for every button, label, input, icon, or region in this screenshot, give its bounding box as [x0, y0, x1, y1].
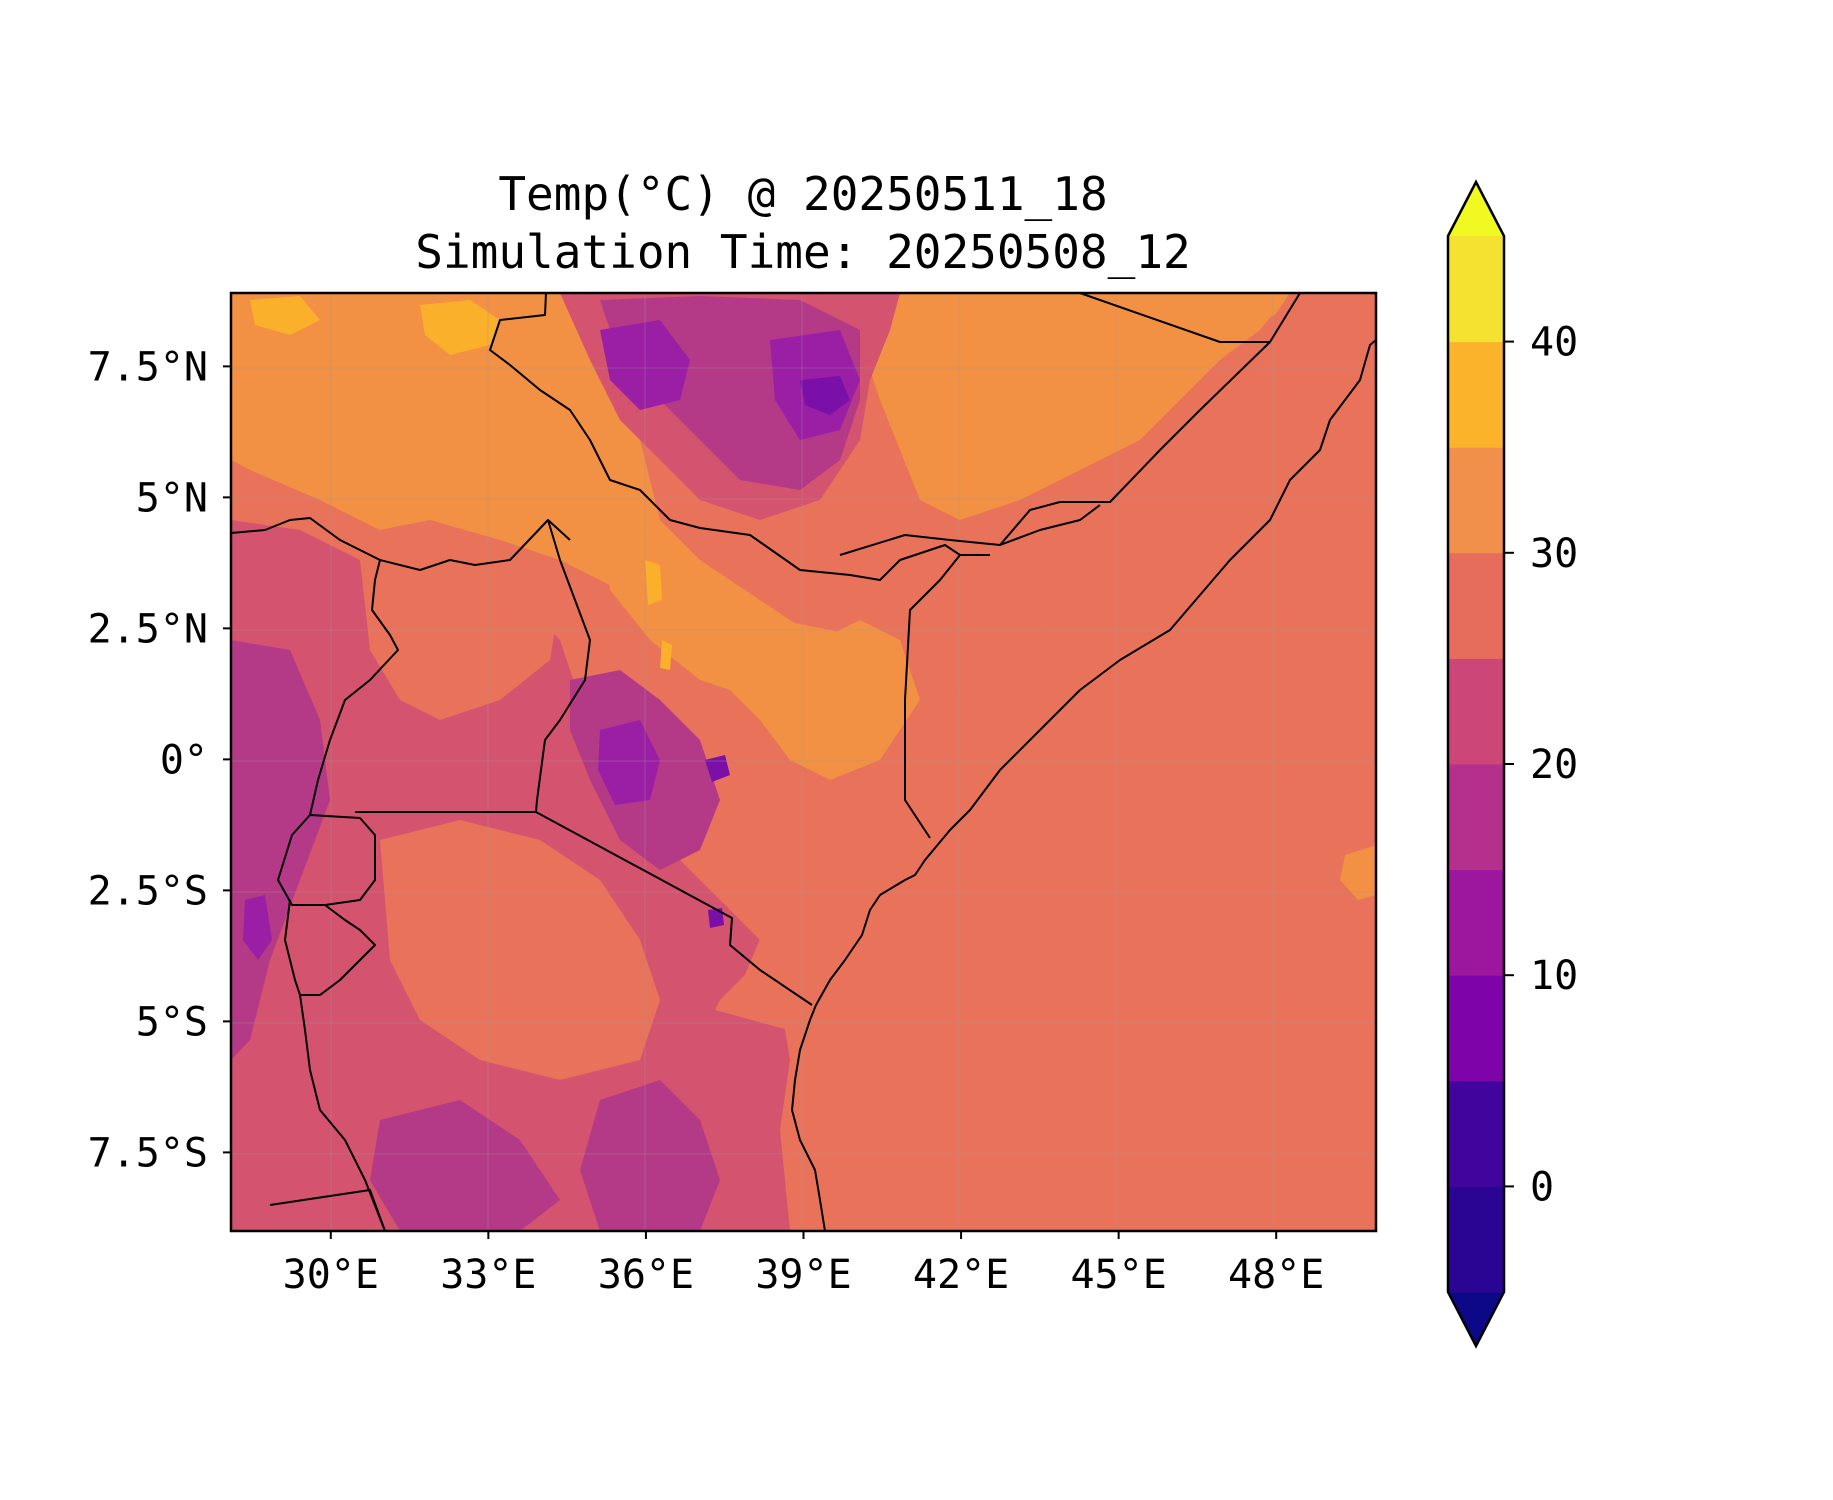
- y-tick-label: 2.5°S: [88, 868, 208, 914]
- colorbar-bin: [1448, 975, 1504, 1082]
- x-tick-label: 42°E: [913, 1252, 1009, 1298]
- contour-35-40-marsabit: [660, 640, 672, 670]
- contour-35-40-northwest: [250, 296, 320, 335]
- colorbar-tick-label: 40: [1530, 320, 1578, 366]
- colorbar-tick-label: 30: [1530, 531, 1578, 577]
- x-axis-longitude-ticks: 30°E 33°E 36°E 39°E 42°E 45°E 48°E: [283, 1231, 1324, 1298]
- x-tick-label: 45°E: [1070, 1252, 1166, 1298]
- gridlines: [231, 293, 1376, 1231]
- contour-30-35-kenya: [600, 520, 905, 760]
- colorbar-extend-min: [1448, 1292, 1504, 1346]
- contour-10-15-kenya: [598, 720, 660, 805]
- contour-35-40-sudan: [420, 300, 500, 355]
- colorbar-bin: [1448, 1080, 1504, 1187]
- border-burundi-tanzania: [300, 904, 376, 996]
- contour-10-15-ethiopia: [600, 320, 690, 410]
- colorbar-outline: [1446, 179, 1506, 1349]
- chart-title-line1: Temp(°C) @ 20250511_18: [498, 167, 1107, 221]
- contour-5-10-kenya: [705, 755, 730, 782]
- border-lake-tanganyika: [284, 899, 386, 1231]
- border-sudan-uganda-kenya: [231, 517, 571, 571]
- contour-30-35-somali: [860, 293, 1290, 520]
- x-tick-label: 36°E: [598, 1252, 694, 1298]
- y-axis-latitude-ticks: 7.5°N 5°N 2.5°N 0° 2.5°S 5°S 7.5°S: [88, 344, 231, 1176]
- border-rwanda-burundi: [277, 814, 376, 906]
- colorbar-extend-max: [1448, 182, 1504, 236]
- x-tick-label: 30°E: [283, 1252, 379, 1298]
- y-tick-label: 5°N: [136, 475, 208, 521]
- colorbar-bin: [1448, 447, 1504, 554]
- border-uganda-kenya: [535, 519, 591, 813]
- border-ethiopia-djibouti: [1079, 293, 1301, 343]
- y-tick-label: 2.5°N: [88, 606, 208, 652]
- border-kenya-somalia: [904, 554, 961, 839]
- ocean-patch-east: [1340, 845, 1376, 900]
- colorbar: 0 10 20 30 40: [1446, 179, 1578, 1349]
- map-plot-area: [231, 293, 1376, 1231]
- colorbar-bin: [1448, 341, 1504, 448]
- x-tick-label: 48°E: [1228, 1252, 1324, 1298]
- border-drc-uganda: [309, 559, 399, 816]
- border-kenya-tanzania: [535, 811, 813, 1006]
- contour-5-10-kilimanjaro: [708, 908, 724, 928]
- colorbar-tick-label: 10: [1530, 953, 1578, 999]
- contour-15-20-south: [580, 1080, 720, 1231]
- colorbar-tick-label: 0: [1530, 1164, 1554, 1210]
- y-tick-label: 0°: [160, 737, 208, 783]
- chart-title-line2: Simulation Time: 20250508_12: [415, 225, 1190, 279]
- contour-35-40-turkana: [645, 560, 662, 605]
- colorbar-bin: [1448, 552, 1504, 659]
- border-tanzania-zambia: [269, 1189, 386, 1231]
- colorbar-bin: [1448, 236, 1504, 343]
- contour-25-30-tanzania-lowland: [380, 820, 660, 1080]
- y-tick-label: 7.5°S: [88, 1130, 208, 1176]
- coastline-somalia: [791, 339, 1376, 1231]
- x-tick-label: 33°E: [440, 1252, 536, 1298]
- colorbar-tick-label: 20: [1530, 742, 1578, 788]
- colorbar-bin: [1448, 658, 1504, 765]
- contour-5-10-ethiopia: [800, 376, 850, 415]
- x-tick-label: 39°E: [755, 1252, 851, 1298]
- border-ethiopia-somalia: [999, 341, 1271, 546]
- colorbar-bin: [1448, 869, 1504, 976]
- ocean-patch-gulf: [1210, 293, 1290, 325]
- colorbar-bin: [1448, 764, 1504, 871]
- border-south-sudan-ethiopia: [489, 293, 990, 581]
- colorbar-bin: [1448, 1186, 1504, 1293]
- contour-10-15-rwenzori: [243, 895, 272, 960]
- country-borders: [231, 293, 1376, 1231]
- contour-15-20-southwest: [370, 1100, 560, 1231]
- y-tick-label: 7.5°N: [88, 344, 208, 390]
- y-tick-label: 5°S: [136, 999, 208, 1045]
- contour-25-30-uganda-lowland: [360, 545, 560, 720]
